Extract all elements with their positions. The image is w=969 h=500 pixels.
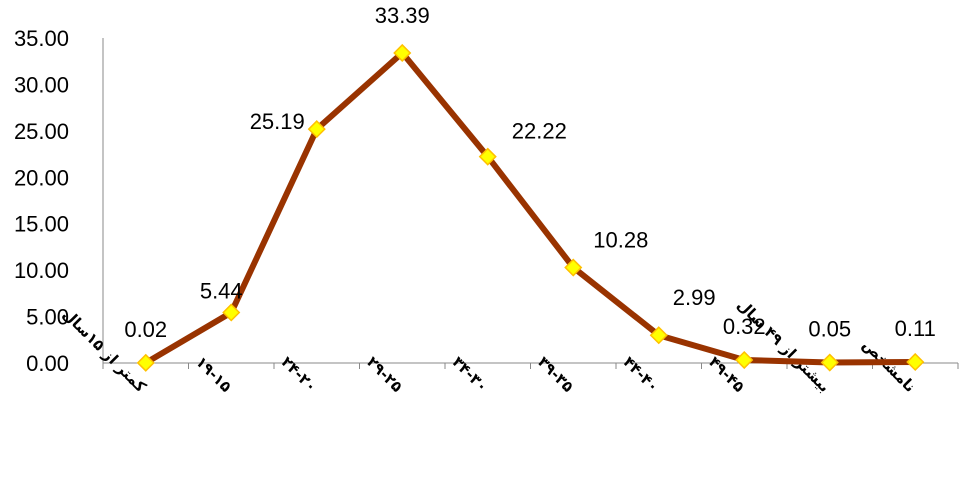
data-labels: 0.02 5.44 25.19 33.39 22.22 10.28 2.99 0.32 0.05… [124, 3, 936, 342]
y-tick-label: 0.00 [26, 351, 69, 376]
x-tick-label: ۲۴-۲۰ [278, 353, 321, 396]
data-label: 0.05 [808, 317, 851, 342]
data-point-marker [820, 353, 839, 372]
data-label: 5.44 [200, 278, 243, 303]
y-tick-label: 35.00 [14, 26, 69, 51]
data-label: 0.11 [895, 316, 936, 341]
data-point-marker [735, 350, 754, 370]
data-label: 33.39 [375, 3, 430, 28]
x-tick-label: ۱۹-۱۵ [192, 353, 235, 396]
data-point-marker [564, 258, 583, 277]
data-markers [136, 43, 925, 372]
y-tick-labels: 0.00 5.00 10.00 15.00 20.00 25.00 30.00 35.00 [14, 26, 69, 376]
data-point-marker [478, 147, 497, 166]
y-tick-label: 5.00 [26, 305, 69, 330]
data-point-marker [136, 353, 155, 372]
data-point-marker [393, 43, 412, 63]
data-point-marker [307, 120, 326, 139]
x-tick-label: بیشتر از ۴۹ سال [733, 296, 833, 396]
data-label: 25.19 [250, 109, 305, 134]
x-tick-label: ۴۴-۴۰ [620, 353, 663, 396]
y-tick-label: 20.00 [14, 165, 69, 190]
data-point-marker [649, 326, 668, 345]
data-point-marker [222, 303, 241, 322]
y-tick-label: 30.00 [14, 72, 69, 97]
y-tick-label: 10.00 [14, 258, 69, 283]
data-label: 10.28 [593, 228, 648, 253]
x-tick-labels: کمتر از ۱۵سال ۱۹-۱۵ ۲۴-۲۰ ۲۹-۲۵ ۳۴-۳۰ ۳۹-۳۵ ۴۴… [59, 296, 959, 396]
x-tick-label: ۲۹-۲۵ [363, 353, 406, 396]
x-tick-label: ۳۹-۳۵ [534, 353, 577, 396]
y-tick-label: 25.00 [14, 119, 69, 144]
data-label: 22.22 [512, 119, 567, 144]
y-tick-label: 15.00 [14, 212, 69, 237]
data-point-marker [906, 352, 925, 372]
x-tick-label: ۳۴-۳۰ [449, 353, 492, 396]
data-label: 0.02 [124, 317, 167, 342]
series-line-group [142, 49, 919, 366]
data-label: 0.32 [723, 314, 766, 339]
data-label: 2.99 [673, 285, 716, 310]
series-line [142, 49, 919, 366]
